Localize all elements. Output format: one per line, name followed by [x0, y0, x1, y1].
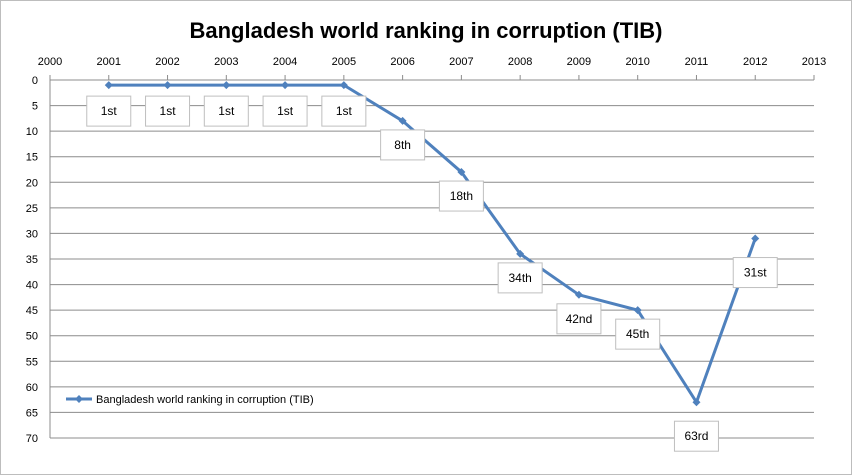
- y-tick-label: 0: [32, 75, 38, 87]
- y-tick-label: 40: [26, 280, 38, 292]
- x-tick-label: 2012: [743, 56, 767, 68]
- y-tick-label: 70: [26, 433, 38, 445]
- data-point: [104, 81, 113, 90]
- y-tick-label: 65: [26, 407, 38, 419]
- x-tick-label: 2004: [273, 56, 297, 68]
- legend-swatch-marker: [75, 395, 83, 403]
- data-label: 1st: [101, 104, 118, 118]
- data-label: 31st: [744, 266, 767, 280]
- data-label: 1st: [160, 104, 177, 118]
- legend: Bangladesh world ranking in corruption (…: [66, 394, 314, 406]
- data-point: [516, 249, 525, 258]
- data-label: 42nd: [566, 312, 593, 326]
- data-label: 34th: [508, 271, 531, 285]
- chart-title: Bangladesh world ranking in corruption (…: [189, 18, 663, 43]
- x-tick-label: 2001: [97, 56, 121, 68]
- data-label-box: [380, 129, 426, 161]
- data-label-box: [556, 303, 602, 335]
- data-label: 63rd: [684, 429, 708, 443]
- data-label-box: [86, 95, 132, 127]
- y-tick-label: 30: [26, 228, 38, 240]
- x-tick-label: 2013: [802, 56, 826, 68]
- data-label: 45th: [626, 327, 649, 341]
- x-axis-ticks: 2000 2001 2002 2003 2004 2005 2006 2007 2008 2009…: [38, 56, 826, 80]
- data-point: [457, 168, 466, 177]
- x-tick-label: 2003: [214, 56, 238, 68]
- data-point: [692, 398, 701, 407]
- data-point: [281, 81, 290, 90]
- y-tick-label: 15: [26, 152, 38, 164]
- x-tick-label: 2007: [449, 56, 473, 68]
- data-label: 1st: [218, 104, 235, 118]
- data-point: [222, 81, 231, 90]
- data-label-box: [145, 95, 191, 127]
- data-point: [339, 81, 348, 90]
- data-label-box: [262, 95, 308, 127]
- y-tick-label: 5: [32, 101, 38, 113]
- y-axis-ticks: 0 5 10 15 20 25 30 35 40 45 50 55 60 65 70: [26, 75, 38, 445]
- x-tick-label: 2006: [390, 56, 414, 68]
- x-tick-label: 2010: [625, 56, 649, 68]
- data-label-box: [321, 95, 367, 127]
- x-tick-label: 2005: [332, 56, 356, 68]
- data-label: 18th: [450, 189, 473, 203]
- x-tick-label: 2008: [508, 56, 532, 68]
- data-point: [163, 81, 172, 90]
- data-label: 1st: [277, 104, 294, 118]
- y-tick-label: 35: [26, 254, 38, 266]
- data-label-box: [438, 180, 484, 212]
- y-tick-label: 60: [26, 382, 38, 394]
- data-label-box: [673, 420, 719, 452]
- data-label: 1st: [336, 104, 353, 118]
- y-tick-label: 25: [26, 203, 38, 215]
- y-tick-label: 55: [26, 356, 38, 368]
- series-layer: [104, 81, 760, 407]
- x-tick-label: 2000: [38, 56, 62, 68]
- y-tick-label: 10: [26, 126, 38, 138]
- data-point: [633, 306, 642, 315]
- series-line: [108, 83, 757, 404]
- data-point: [398, 116, 407, 125]
- gridlines: [49, 79, 814, 439]
- data-label-box: [203, 95, 249, 127]
- data-label: 8th: [394, 138, 411, 152]
- legend-label: Bangladesh world ranking in corruption (…: [96, 394, 314, 406]
- data-label-box: [497, 262, 543, 294]
- y-tick-label: 20: [26, 177, 38, 189]
- data-labels: 1st 1st 1st 1st 1st 8th 18th 34th 42nd 45th 63rd 31…: [86, 95, 778, 452]
- data-point: [751, 234, 760, 243]
- x-tick-label: 2002: [155, 56, 179, 68]
- data-label-box: [615, 318, 661, 350]
- y-tick-label: 45: [26, 305, 38, 317]
- x-tick-label: 2009: [567, 56, 591, 68]
- data-point: [574, 290, 583, 299]
- y-tick-label: 50: [26, 331, 38, 343]
- x-tick-label: 2011: [685, 56, 709, 68]
- data-label-box: [732, 257, 778, 289]
